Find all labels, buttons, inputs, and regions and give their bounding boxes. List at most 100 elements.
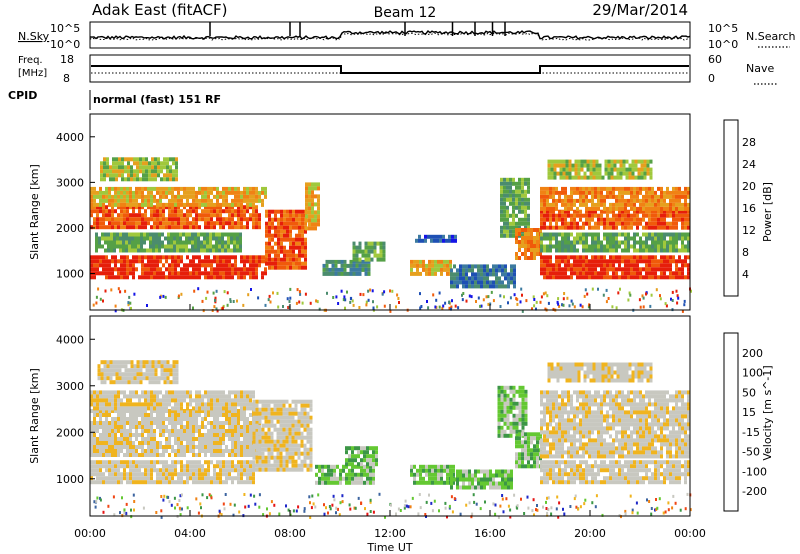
data-cell xyxy=(300,451,304,456)
data-cell xyxy=(678,194,681,199)
data-cell xyxy=(246,259,249,264)
data-cell xyxy=(117,449,120,453)
data-cell xyxy=(189,449,192,453)
data-cell xyxy=(123,429,126,433)
data-cell xyxy=(180,186,183,191)
data-cell xyxy=(255,271,258,276)
data-cell xyxy=(141,194,144,199)
data-cell xyxy=(243,394,246,399)
data-cell xyxy=(123,460,126,465)
data-cell xyxy=(165,406,168,411)
data-cell xyxy=(249,271,252,276)
data-cell xyxy=(93,441,96,445)
data-cell xyxy=(147,460,150,465)
data-cell xyxy=(654,255,657,260)
data-cell xyxy=(168,209,171,214)
data-cell xyxy=(108,421,111,425)
data-cell xyxy=(197,232,200,237)
data-cell xyxy=(153,205,156,210)
data-cell xyxy=(465,284,468,289)
data-cell xyxy=(171,186,174,191)
data-cell xyxy=(228,221,231,226)
data-cell xyxy=(648,206,651,211)
data-cell xyxy=(663,206,666,211)
data-cell xyxy=(630,259,633,264)
data-cell xyxy=(186,271,189,276)
data-cell xyxy=(210,409,213,413)
data-cell xyxy=(120,267,123,272)
data-cell xyxy=(216,309,219,313)
data-cell xyxy=(109,380,113,385)
data-cell xyxy=(171,255,174,260)
data-cell xyxy=(129,259,132,264)
data-cell xyxy=(171,468,174,473)
data-cell xyxy=(189,413,192,417)
data-cell xyxy=(153,186,156,191)
data-cell xyxy=(483,272,486,277)
data-cell xyxy=(222,460,225,465)
data-cell xyxy=(129,221,132,226)
data-cell xyxy=(144,449,147,453)
data-cell xyxy=(165,202,168,207)
data-cell xyxy=(117,402,120,407)
data-cell xyxy=(210,476,213,481)
data-cell xyxy=(549,267,552,272)
data-cell xyxy=(280,241,283,246)
data-cell xyxy=(308,218,311,223)
data-cell xyxy=(289,213,292,218)
data-cell xyxy=(521,244,524,248)
data-cell xyxy=(114,476,117,481)
data-cell xyxy=(645,236,648,241)
data-cell xyxy=(282,431,286,436)
data-cell xyxy=(150,413,153,417)
data-cell xyxy=(343,267,347,272)
data-cell xyxy=(180,429,183,433)
data-cell xyxy=(639,236,642,241)
data-cell xyxy=(234,398,237,403)
data-cell xyxy=(270,415,274,420)
data-cell xyxy=(292,245,295,250)
data-cell xyxy=(687,275,690,280)
data-cell xyxy=(174,437,177,441)
data-cell xyxy=(210,433,213,437)
data-cell xyxy=(540,217,543,222)
data-cell xyxy=(503,181,506,186)
data-cell xyxy=(165,472,168,477)
data-cell xyxy=(486,264,489,269)
data-cell xyxy=(298,233,301,238)
data-cell xyxy=(231,449,234,453)
data-cell xyxy=(116,236,119,241)
data-cell xyxy=(509,189,512,194)
data-cell xyxy=(183,449,186,453)
data-cell xyxy=(189,433,192,437)
colorbar-tick-label: 8 xyxy=(742,246,749,259)
data-cell xyxy=(136,161,139,166)
data-cell xyxy=(465,276,468,281)
data-cell xyxy=(144,194,147,199)
data-cell xyxy=(108,460,111,465)
data-cell xyxy=(105,480,108,485)
data-cell xyxy=(609,190,612,195)
data-cell xyxy=(138,217,141,222)
data-cell xyxy=(213,394,216,399)
data-cell xyxy=(513,293,516,297)
data-cell xyxy=(228,209,231,214)
data-cell xyxy=(627,275,630,280)
data-cell xyxy=(657,259,660,264)
data-cell xyxy=(675,190,678,195)
data-cell xyxy=(669,240,672,245)
data-cell xyxy=(289,261,292,266)
data-cell xyxy=(96,453,99,457)
data-cell xyxy=(225,406,228,411)
data-cell xyxy=(123,263,126,268)
data-cell xyxy=(192,259,195,264)
data-cell xyxy=(108,476,111,481)
data-cell xyxy=(170,236,173,241)
data-cell xyxy=(546,275,549,280)
data-cell xyxy=(454,234,457,239)
data-cell xyxy=(282,447,286,452)
data-cell xyxy=(549,190,552,195)
data-cell xyxy=(192,190,195,195)
data-cell xyxy=(660,206,663,211)
data-cell xyxy=(556,159,560,164)
